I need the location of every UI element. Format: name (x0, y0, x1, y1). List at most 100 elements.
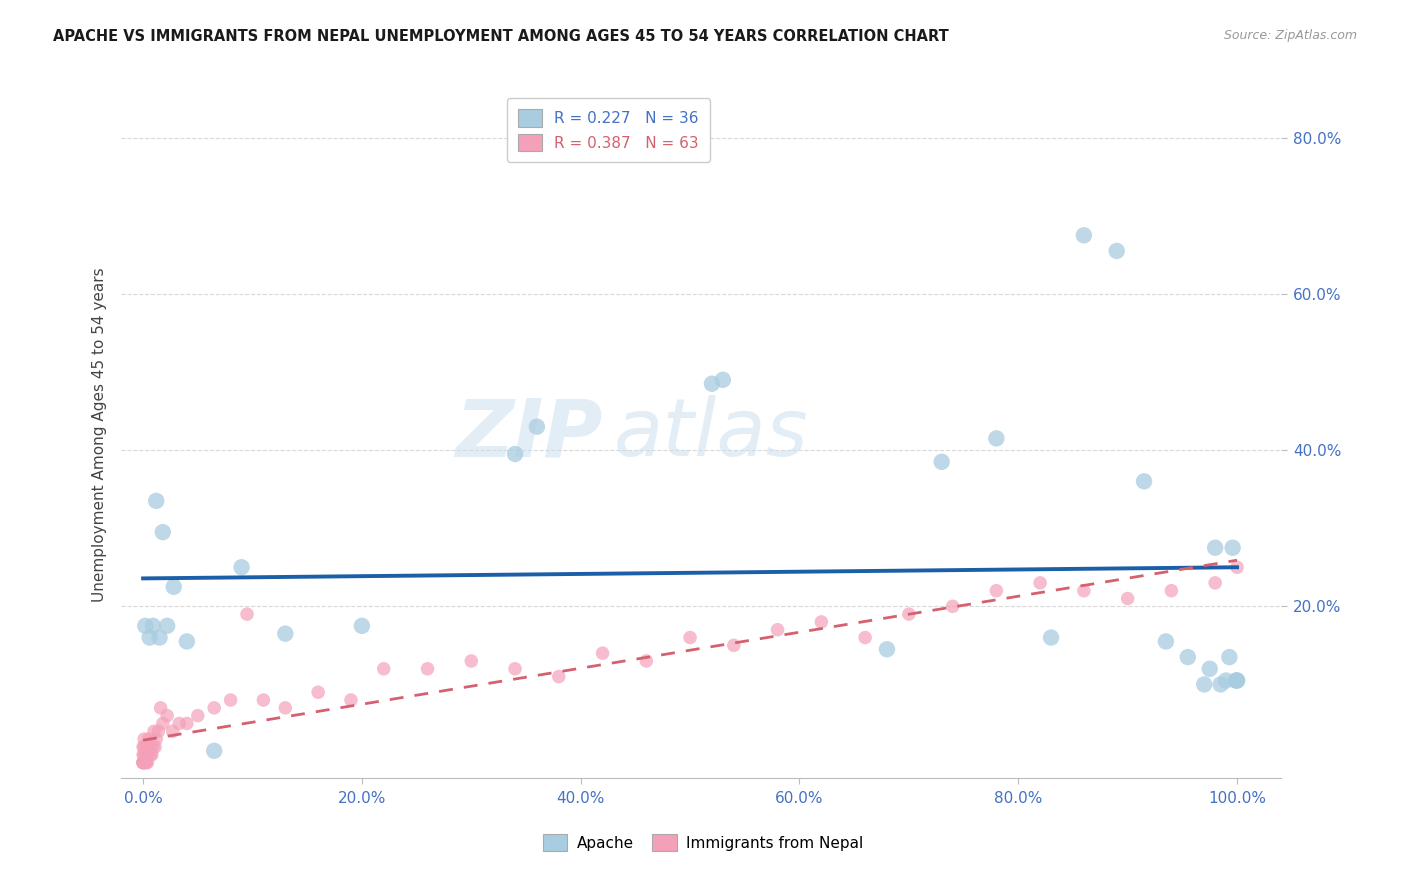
Point (152, 716, 174, 731)
Point (132, 756, 155, 770)
Point (132, 756, 155, 770)
Point (350, 619, 373, 633)
Point (711, 373, 734, 387)
Point (503, 447, 526, 461)
Point (148, 724, 170, 739)
Point (135, 739, 157, 754)
Point (142, 619, 165, 633)
Point (810, 615, 832, 629)
Point (1073, 228, 1095, 243)
Point (1105, 244, 1128, 258)
Point (136, 756, 159, 770)
Legend: R = 0.227   N = 36, R = 0.387   N = 63: R = 0.227 N = 36, R = 0.387 N = 63 (508, 98, 710, 162)
Point (942, 599, 965, 614)
Point (163, 580, 186, 594)
Text: ZIP: ZIP (456, 395, 602, 474)
Point (148, 631, 170, 645)
Point (202, 744, 225, 758)
Point (636, 654, 658, 668)
Point (156, 708, 179, 723)
Point (134, 756, 156, 770)
Point (142, 739, 165, 754)
Point (274, 626, 297, 640)
Point (679, 631, 702, 645)
Point (134, 619, 156, 633)
Point (167, 716, 190, 731)
Point (853, 631, 876, 645)
Point (132, 747, 155, 762)
Point (1226, 673, 1249, 688)
Point (986, 583, 1008, 598)
Point (1204, 575, 1226, 590)
Point (143, 724, 166, 739)
Point (176, 716, 198, 731)
Point (1215, 673, 1237, 688)
Text: atlas: atlas (614, 395, 808, 474)
Point (136, 747, 159, 762)
Point (134, 732, 156, 747)
Point (876, 642, 898, 657)
Point (138, 747, 160, 762)
Point (931, 455, 953, 469)
Point (592, 646, 614, 660)
Point (1177, 650, 1199, 665)
Point (723, 639, 745, 653)
Point (134, 739, 156, 754)
Point (373, 662, 395, 676)
Point (1204, 541, 1226, 555)
Point (132, 756, 155, 770)
Point (236, 607, 259, 621)
Point (202, 701, 225, 715)
Point (897, 607, 920, 621)
Text: APACHE VS IMMIGRANTS FROM NEPAL UNEMPLOYMENT AMONG AGES 45 TO 54 YEARS CORRELATI: APACHE VS IMMIGRANTS FROM NEPAL UNEMPLOY… (53, 29, 949, 45)
Point (986, 431, 1008, 445)
Point (132, 756, 155, 770)
Point (1029, 575, 1052, 590)
Point (700, 376, 723, 391)
Point (460, 654, 482, 668)
Point (139, 747, 162, 762)
Point (138, 631, 160, 645)
Point (176, 634, 198, 648)
Point (307, 685, 329, 699)
Point (145, 494, 167, 508)
Y-axis label: Unemployment Among Ages 45 to 54 years: Unemployment Among Ages 45 to 54 years (93, 268, 107, 602)
Point (1226, 560, 1249, 574)
Point (135, 756, 157, 770)
Point (134, 747, 156, 762)
Point (145, 732, 167, 747)
Point (134, 756, 156, 770)
Point (274, 701, 297, 715)
Point (231, 560, 253, 574)
Point (503, 662, 526, 676)
Point (1198, 662, 1220, 676)
Point (138, 732, 160, 747)
Point (1073, 583, 1095, 598)
Point (1040, 631, 1063, 645)
Point (340, 693, 363, 707)
Point (134, 756, 156, 770)
Point (1218, 650, 1240, 665)
Text: Source: ZipAtlas.com: Source: ZipAtlas.com (1223, 29, 1357, 43)
Point (1192, 677, 1215, 691)
Point (219, 693, 242, 707)
Point (162, 724, 184, 739)
Point (1222, 541, 1244, 555)
Point (1225, 673, 1247, 688)
Point (141, 747, 163, 762)
Point (156, 619, 179, 633)
Point (132, 756, 155, 770)
Point (1209, 677, 1232, 691)
Point (143, 739, 166, 754)
Legend: Apache, Immigrants from Nepal: Apache, Immigrants from Nepal (537, 828, 869, 857)
Point (1154, 634, 1177, 648)
Point (132, 739, 155, 754)
Point (547, 670, 569, 684)
Point (526, 419, 548, 434)
Point (149, 701, 172, 715)
Point (416, 662, 439, 676)
Point (252, 693, 274, 707)
Point (134, 747, 156, 762)
Point (1160, 583, 1182, 598)
Point (138, 739, 160, 754)
